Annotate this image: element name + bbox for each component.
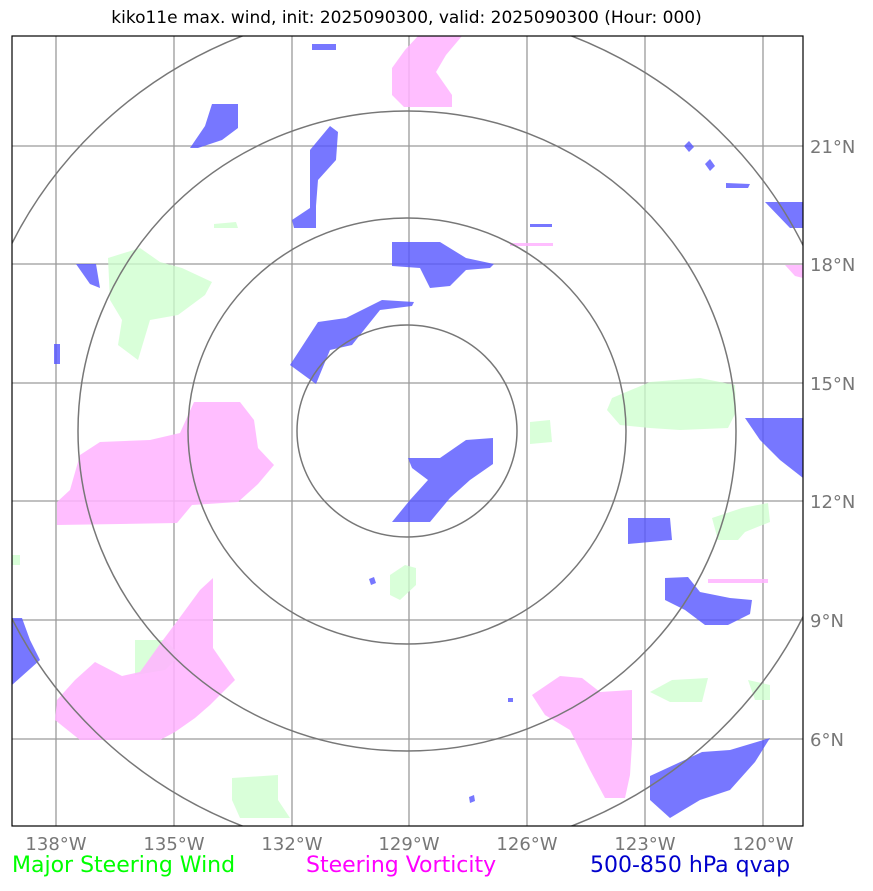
- range-rings: [12, 36, 803, 826]
- lon-tick: 129°W: [378, 834, 439, 855]
- lon-tick: 138°W: [25, 834, 86, 855]
- lon-tick: 135°W: [143, 834, 204, 855]
- legend-steering-wind: Major Steering Wind: [12, 853, 236, 878]
- page-title: kiko11e max. wind, init: 2025090300, val…: [111, 8, 702, 28]
- legend-qvap: 500-850 hPa qvap: [590, 853, 791, 878]
- map-frame: [11, 35, 804, 827]
- lat-tick-labels: 21°N 18°N 15°N 12°N 9°N 6°N: [810, 137, 855, 751]
- lon-tick: 123°W: [614, 834, 675, 855]
- lon-tick: 126°W: [496, 834, 557, 855]
- lon-tick: 132°W: [261, 834, 322, 855]
- lat-tick: 6°N: [810, 730, 844, 751]
- legend-steering-vorticity: Steering Vorticity: [306, 853, 497, 878]
- lat-tick: 18°N: [810, 255, 855, 276]
- lon-tick: 120°W: [732, 834, 793, 855]
- lat-tick: 12°N: [810, 492, 855, 513]
- lat-tick: 9°N: [810, 611, 844, 632]
- steering-vorticity-areas: [55, 36, 803, 798]
- qvap-areas: [12, 44, 803, 818]
- lon-tick-labels: 138°W 135°W 132°W 129°W 126°W 123°W 120°…: [25, 834, 793, 855]
- lat-tick: 15°N: [810, 374, 855, 395]
- lat-tick: 21°N: [810, 137, 855, 158]
